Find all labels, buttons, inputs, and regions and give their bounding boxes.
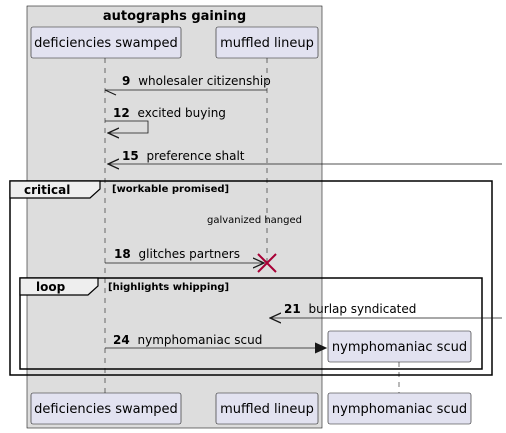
loop-frame: loop [highlights whipping] — [19, 277, 483, 370]
participant-deficiencies-swamped-bottom[interactable]: deficiencies swamped — [30, 392, 182, 425]
message-number: 24 — [113, 333, 130, 347]
participant-nymphomaniac-scud-created[interactable]: nymphomaniac scud — [327, 330, 472, 363]
message-number: 9 — [122, 74, 130, 88]
participant-label: deficiencies swamped — [34, 36, 178, 51]
message-12: 12 excited buying — [105, 106, 226, 133]
message-number: 21 — [284, 302, 301, 316]
participant-label: nymphomaniac scud — [332, 402, 467, 417]
participant-muffled-lineup-bottom[interactable]: muffled lineup — [215, 392, 319, 425]
message-number: 12 — [113, 106, 130, 120]
message-text: nymphomaniac scud — [138, 333, 263, 347]
message-15: 15 preference shalt — [108, 149, 502, 164]
message-number: 18 — [114, 247, 131, 261]
message-text: wholesaler citizenship — [138, 74, 271, 88]
message-label: 18 glitches partners — [114, 247, 240, 261]
participant-muffled-lineup-top[interactable]: muffled lineup — [215, 26, 319, 59]
group-box-title: autographs gaining — [103, 9, 246, 24]
message-21: 21 burlap syndicated — [270, 302, 502, 318]
participant-nymphomaniac-scud-bottom[interactable]: nymphomaniac scud — [327, 392, 472, 425]
participant-label: deficiencies swamped — [34, 402, 178, 417]
message-label: 24 nymphomaniac scud — [113, 333, 262, 347]
message-number: 15 — [122, 149, 139, 163]
participant-label: muffled lineup — [220, 36, 314, 51]
critical-frame: critical [workable promised] — [9, 180, 493, 376]
participant-label: nymphomaniac scud — [332, 340, 467, 355]
message-text: excited buying — [138, 106, 226, 120]
loop-frame-guard: [highlights whipping] — [108, 282, 229, 293]
participant-deficiencies-swamped-top[interactable]: deficiencies swamped — [30, 26, 182, 59]
critical-frame-label: critical — [24, 183, 70, 197]
message-text: burlap syndicated — [309, 302, 417, 316]
message-text: glitches partners — [139, 247, 240, 261]
message-label: 9 wholesaler citizenship — [122, 74, 271, 88]
message-label: 12 excited buying — [113, 106, 226, 120]
destroy-icon — [257, 253, 277, 273]
participant-group-box: autographs gaining — [26, 5, 323, 429]
message-label: 21 burlap syndicated — [284, 302, 416, 316]
participant-label: muffled lineup — [220, 402, 314, 417]
message-24: 24 nymphomaniac scud — [105, 333, 326, 348]
critical-frame-guard: [workable promised] — [112, 184, 229, 195]
loop-frame-label: loop — [36, 280, 66, 294]
message-9: 9 wholesaler citizenship — [104, 74, 271, 96]
message-18: 18 glitches partners — [105, 247, 277, 273]
note-text: galvanized hanged — [207, 215, 302, 226]
message-label: 15 preference shalt — [122, 149, 245, 163]
message-text: preference shalt — [147, 149, 245, 163]
